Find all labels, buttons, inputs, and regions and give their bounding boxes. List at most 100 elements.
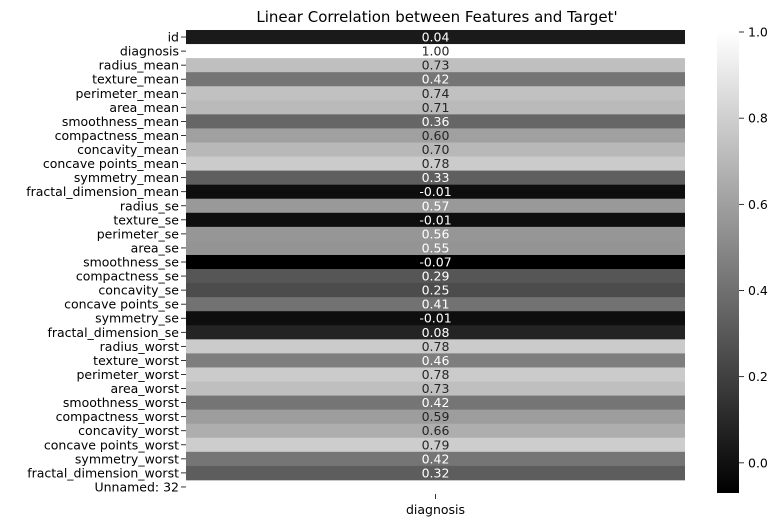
row-label: fractal_dimension_worst bbox=[27, 465, 179, 480]
heatmap-cell bbox=[186, 283, 685, 298]
heatmap-cell bbox=[186, 339, 685, 354]
row-label: diagnosis bbox=[120, 44, 179, 59]
row-label: symmetry_worst bbox=[75, 451, 179, 466]
cell-value-label: 0.25 bbox=[422, 283, 450, 298]
colorbar bbox=[717, 32, 739, 493]
row-label: radius_se bbox=[120, 198, 179, 213]
cell-value-label: 0.32 bbox=[422, 465, 450, 480]
heatmap-cell bbox=[186, 381, 685, 396]
row-label: concave points_mean bbox=[43, 156, 179, 171]
colorbar-tick-label: 0.6 bbox=[748, 197, 768, 212]
heatmap-cell bbox=[186, 437, 685, 453]
heatmap-cell bbox=[186, 423, 685, 439]
chart-title: Linear Correlation between Features and … bbox=[256, 8, 617, 26]
row-label: concavity_mean bbox=[77, 142, 179, 157]
row-label: texture_mean bbox=[92, 72, 179, 87]
heatmap-cell bbox=[186, 226, 685, 242]
cell-value-label: 0.42 bbox=[422, 72, 450, 87]
row-label: smoothness_mean bbox=[62, 114, 179, 129]
cell-value-label: 0.55 bbox=[422, 240, 450, 255]
colorbar-gradient bbox=[717, 32, 739, 493]
cell-value-label: 0.79 bbox=[422, 437, 450, 452]
row-label: fractal_dimension_mean bbox=[26, 184, 179, 199]
column-labels: diagnosis bbox=[406, 494, 465, 517]
heatmap-cell bbox=[186, 142, 685, 157]
heatmap-cell bbox=[186, 395, 685, 411]
colorbar-tick-label: 0.8 bbox=[748, 111, 768, 126]
cell-value-label: 0.56 bbox=[422, 226, 450, 241]
row-label: perimeter_se bbox=[97, 226, 180, 241]
heatmap-cell bbox=[186, 269, 685, 284]
row-label: compactness_worst bbox=[56, 409, 179, 424]
cell-value-label: 0.78 bbox=[422, 339, 450, 354]
heatmap-cell bbox=[186, 128, 685, 143]
heatmap-cell bbox=[186, 170, 685, 186]
colorbar-tick-label: 0.0 bbox=[748, 455, 768, 470]
heatmap-cell bbox=[186, 353, 685, 368]
row-label: perimeter_worst bbox=[76, 367, 179, 382]
heatmap-cell bbox=[186, 86, 685, 101]
row-label: perimeter_mean bbox=[75, 86, 179, 101]
cell-value-label: 0.41 bbox=[422, 297, 450, 312]
cell-value-label: 0.71 bbox=[422, 100, 450, 115]
row-label: area_mean bbox=[109, 100, 179, 115]
row-label: symmetry_se bbox=[95, 311, 179, 326]
cell-value-label: 0.73 bbox=[422, 381, 450, 396]
row-label: smoothness_worst bbox=[63, 395, 179, 410]
cell-value-label: 0.04 bbox=[422, 30, 450, 45]
row-label: compactness_se bbox=[76, 269, 179, 284]
row-label: compactness_mean bbox=[55, 128, 179, 143]
cell-value-label: 0.33 bbox=[422, 170, 450, 185]
row-label: concavity_se bbox=[98, 283, 179, 298]
row-labels: iddiagnosisradius_meantexture_meanperime… bbox=[26, 30, 186, 494]
heatmap-cell bbox=[186, 367, 685, 382]
heatmap-cell bbox=[186, 465, 685, 481]
colorbar-ticks: 0.0 0.2 0.4 0.6 0.8 1.0 bbox=[739, 25, 768, 470]
heatmap-cell bbox=[186, 156, 685, 172]
row-label: concave points_worst bbox=[44, 437, 179, 452]
cell-value-label: 0.36 bbox=[422, 114, 450, 129]
column-label: diagnosis bbox=[406, 502, 465, 517]
heatmap-cell bbox=[186, 297, 685, 312]
cell-value-label: 0.42 bbox=[422, 395, 450, 410]
cell-value-label: -0.01 bbox=[419, 311, 451, 326]
cell-value-label: 0.08 bbox=[422, 325, 450, 340]
row-label: concave points_se bbox=[64, 297, 179, 312]
cell-value-label: 0.70 bbox=[422, 142, 450, 157]
cell-value-label: 0.78 bbox=[422, 367, 450, 382]
heatmap-cell bbox=[186, 30, 685, 45]
row-label: Unnamed: 32 bbox=[94, 479, 179, 494]
row-label: fractal_dimension_se bbox=[47, 325, 179, 340]
cell-value-label: 0.59 bbox=[422, 409, 450, 424]
heatmap-cell bbox=[186, 212, 685, 228]
heatmap-cell bbox=[186, 198, 685, 214]
row-label: texture_se bbox=[113, 212, 179, 227]
heatmap-cell bbox=[186, 58, 685, 73]
heatmap-cell bbox=[186, 311, 685, 326]
row-label: texture_worst bbox=[93, 353, 179, 368]
cell-value-label: 0.73 bbox=[422, 58, 450, 73]
cell-value-label: 0.42 bbox=[422, 451, 450, 466]
cell-value-label: 0.60 bbox=[422, 128, 450, 143]
colorbar-tick-label: 0.2 bbox=[748, 369, 768, 384]
heatmap-cell bbox=[186, 409, 685, 425]
row-label: radius_worst bbox=[100, 339, 179, 354]
heatmap-cell bbox=[186, 451, 685, 467]
heatmap-cell bbox=[186, 114, 685, 129]
colorbar-tick-label: 1.0 bbox=[748, 25, 768, 40]
row-label: concavity_worst bbox=[78, 423, 179, 438]
heatmap-cell bbox=[186, 44, 685, 59]
cell-value-label: 0.46 bbox=[422, 353, 450, 368]
cell-value-label: 1.00 bbox=[422, 44, 450, 59]
cell-value-label: -0.01 bbox=[419, 184, 451, 199]
row-label: area_worst bbox=[110, 381, 179, 396]
row-label: radius_mean bbox=[99, 58, 179, 73]
cell-value-label: 0.66 bbox=[422, 423, 450, 438]
cell-value-label: -0.01 bbox=[419, 212, 451, 227]
heatmap-cell bbox=[186, 72, 685, 87]
colorbar-tick-label: 0.4 bbox=[748, 283, 768, 298]
heatmap-cell bbox=[186, 100, 685, 115]
heatmap-cells: 0.041.000.730.420.740.710.360.600.700.78… bbox=[186, 30, 685, 481]
cell-value-label: 0.78 bbox=[422, 156, 450, 171]
cell-value-label: -0.07 bbox=[419, 255, 451, 270]
